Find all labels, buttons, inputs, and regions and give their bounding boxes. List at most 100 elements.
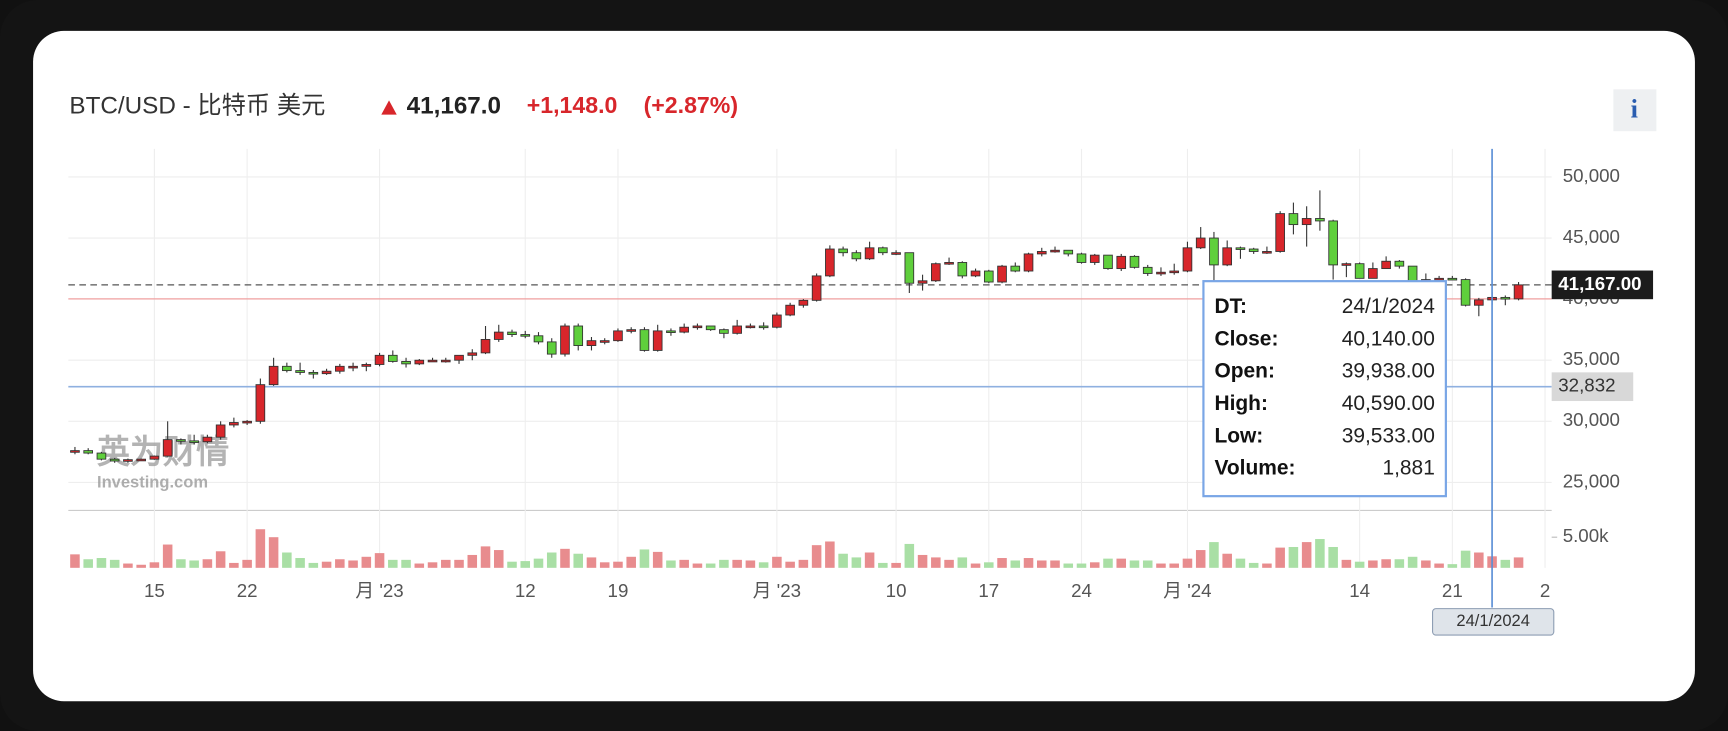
candle-body xyxy=(149,455,160,460)
volume-bar xyxy=(1089,562,1100,568)
candle-body xyxy=(639,329,650,351)
candle-body xyxy=(176,439,186,442)
candle-body xyxy=(1050,249,1060,253)
volume-bar xyxy=(1275,547,1285,568)
volume-bar xyxy=(1460,550,1471,568)
volume-bar xyxy=(388,559,398,568)
x-tick-label: 24 xyxy=(1071,580,1092,601)
candle-body xyxy=(96,452,107,460)
volume-bar xyxy=(229,562,239,568)
volume-bar xyxy=(1328,546,1338,568)
volume-bar xyxy=(1315,539,1325,568)
candle-body xyxy=(109,458,120,462)
volume-bar xyxy=(732,559,742,568)
volume-bar xyxy=(573,553,583,568)
candle-body xyxy=(1063,249,1074,255)
volume-bar xyxy=(1474,552,1484,568)
candle-body xyxy=(1156,271,1166,275)
candle-body xyxy=(255,384,266,422)
candle-body xyxy=(560,325,570,355)
volume-bar xyxy=(599,562,610,568)
candle-body xyxy=(387,354,398,362)
candle-body xyxy=(1129,255,1140,268)
volume-bar xyxy=(1421,560,1431,568)
candle-body xyxy=(573,325,584,346)
candle-body xyxy=(904,252,915,284)
volume-bar xyxy=(189,560,199,568)
tooltip-value: 39,938.00 xyxy=(1342,360,1435,383)
info-icon[interactable]: i xyxy=(1631,93,1638,123)
candle-body xyxy=(1434,277,1444,281)
candle-body xyxy=(136,458,146,462)
candle-body xyxy=(202,436,213,443)
volume-bar xyxy=(1142,560,1153,568)
volume-bar xyxy=(586,557,597,568)
candle-body xyxy=(864,247,875,260)
candle-body xyxy=(692,325,703,329)
change: +1,148.0 xyxy=(527,92,618,118)
volume-bar xyxy=(427,562,438,568)
volume-bar xyxy=(798,559,809,568)
volume-bar xyxy=(1156,563,1166,568)
volume-bar xyxy=(162,544,173,568)
volume-bar xyxy=(1235,558,1246,568)
change-percent: (+2.87%) xyxy=(644,92,738,118)
volume-bar xyxy=(626,556,636,568)
volume-bar xyxy=(83,559,93,568)
volume-bar xyxy=(878,562,888,568)
info-button[interactable] xyxy=(1613,89,1657,132)
x-tick-label: 17 xyxy=(978,580,999,601)
candle-body xyxy=(719,329,729,334)
candle-body xyxy=(1500,296,1511,300)
candle-body xyxy=(917,280,928,284)
tooltip-key: Low: xyxy=(1214,424,1263,447)
tooltip-value: 39,533.00 xyxy=(1342,424,1435,447)
tooltip-key: Open: xyxy=(1214,360,1274,383)
tooltip-key: High: xyxy=(1214,392,1267,415)
x-tick-label: 月 '24 xyxy=(1163,580,1211,601)
candle-body xyxy=(1248,248,1259,252)
volume-bar xyxy=(467,554,478,568)
volume-bar xyxy=(917,554,928,568)
volume-bar xyxy=(1037,560,1047,568)
volume-bar xyxy=(904,543,915,568)
volume-bar xyxy=(944,559,954,568)
candle-body xyxy=(745,325,756,329)
volume-bar xyxy=(838,553,848,568)
volume-bar xyxy=(679,559,689,568)
volume-bar xyxy=(176,559,186,568)
candle-body xyxy=(838,248,848,254)
volume-bar xyxy=(825,541,835,568)
volume-bar xyxy=(692,563,703,568)
volume-bar xyxy=(931,557,941,568)
candle-body xyxy=(825,248,835,277)
candle-body xyxy=(705,325,716,331)
volume-bar xyxy=(970,563,981,568)
y-tick-label: 45,000 xyxy=(1563,226,1620,247)
volume-bar xyxy=(1500,559,1511,568)
candle-body xyxy=(83,450,94,454)
volume-bar xyxy=(560,548,570,568)
volume-bar xyxy=(811,545,822,568)
volume-bar xyxy=(957,557,968,568)
candle-body xyxy=(520,334,531,337)
candle-body xyxy=(811,275,822,301)
volume-bar xyxy=(1381,559,1391,568)
x-tick-label: 12 xyxy=(515,580,536,601)
candle-body xyxy=(1301,218,1312,226)
candle-body xyxy=(613,330,623,342)
x-tick-label: 14 xyxy=(1349,580,1370,601)
volume-bar xyxy=(613,561,623,568)
x-tick-label: 月 '23 xyxy=(355,580,403,601)
candle-body xyxy=(1474,299,1484,306)
candle-body xyxy=(1328,220,1338,266)
candle-body xyxy=(586,340,597,346)
volume-bar xyxy=(652,551,663,568)
candle-body xyxy=(454,354,464,361)
volume-bar xyxy=(1209,542,1219,568)
volume-bar xyxy=(414,563,425,568)
candle-body xyxy=(308,371,319,375)
candle-body xyxy=(891,252,901,255)
candle-body xyxy=(546,341,557,355)
